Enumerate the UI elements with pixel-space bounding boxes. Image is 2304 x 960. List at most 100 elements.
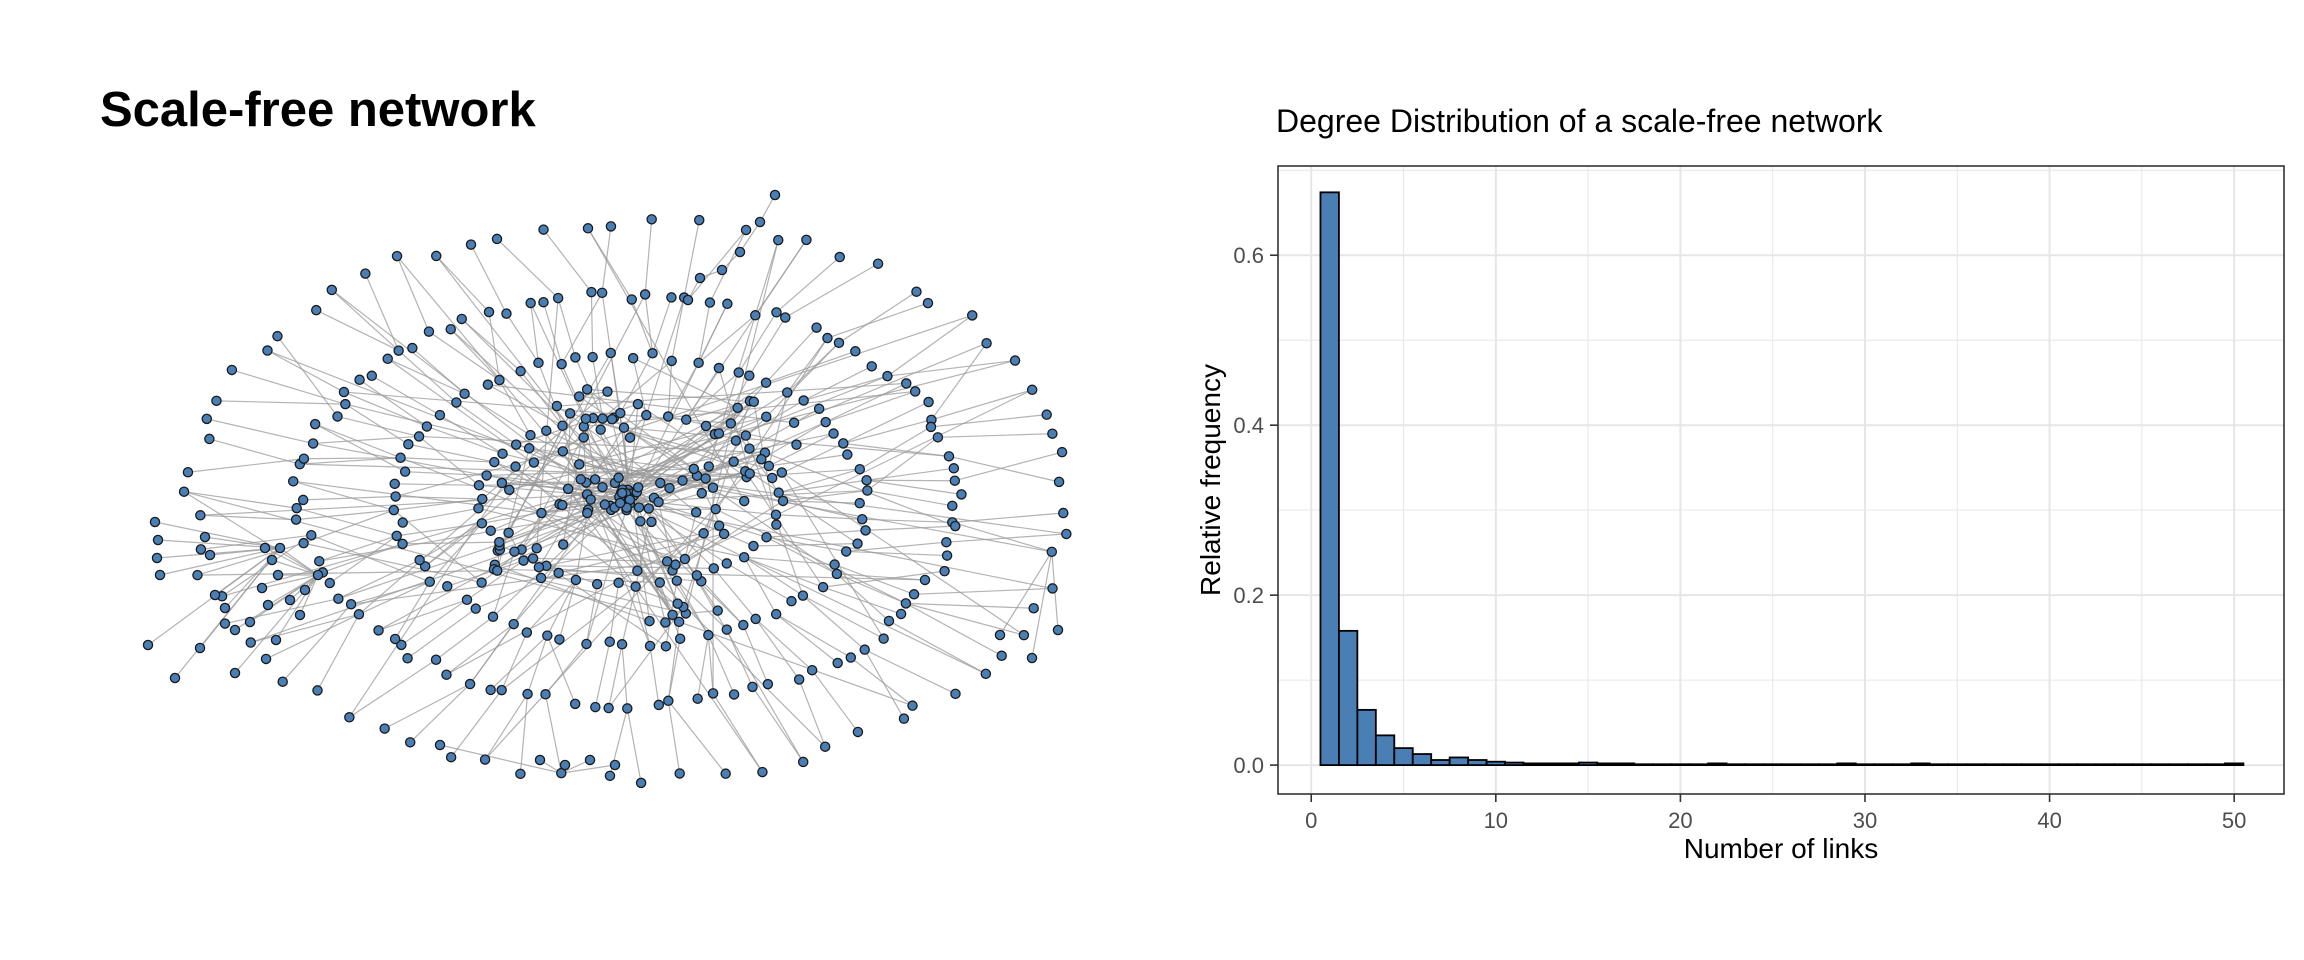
network-edge bbox=[490, 635, 548, 691]
bar bbox=[1541, 762, 1562, 767]
network-node bbox=[850, 346, 861, 357]
x-axis-label: Number of links bbox=[1684, 833, 1879, 864]
network-node bbox=[559, 759, 571, 771]
network-edge bbox=[715, 508, 907, 604]
network-edge bbox=[623, 427, 629, 490]
network-edge bbox=[499, 490, 630, 547]
network-edge bbox=[786, 337, 828, 393]
network-node bbox=[898, 713, 910, 724]
network-node bbox=[760, 377, 772, 388]
network-node bbox=[797, 590, 809, 601]
network-node bbox=[270, 634, 282, 646]
network-edge bbox=[626, 239, 807, 508]
network-edge bbox=[546, 579, 577, 636]
network-node bbox=[152, 534, 164, 546]
network-node bbox=[1041, 409, 1052, 420]
network-edge bbox=[622, 401, 755, 491]
y-axis-label: Relative frequency bbox=[1195, 364, 1226, 596]
network-node bbox=[552, 292, 564, 304]
network-node bbox=[622, 703, 633, 714]
network-edge bbox=[556, 405, 670, 489]
network-node bbox=[451, 397, 462, 408]
network-node bbox=[693, 214, 705, 226]
network-node bbox=[194, 642, 206, 654]
network-node bbox=[379, 723, 390, 734]
network-edge bbox=[765, 350, 856, 384]
network-node bbox=[603, 702, 614, 714]
network-edge bbox=[864, 649, 956, 695]
network-node bbox=[259, 542, 271, 554]
bar bbox=[2113, 763, 2134, 767]
network-node bbox=[485, 525, 496, 536]
network-node bbox=[1028, 603, 1039, 614]
network-edge bbox=[395, 495, 483, 500]
network-edge bbox=[557, 297, 576, 358]
network-node bbox=[660, 617, 671, 628]
network-edge bbox=[530, 302, 540, 363]
network-edge bbox=[319, 507, 627, 562]
network-node bbox=[211, 395, 222, 407]
network-node bbox=[479, 754, 491, 765]
network-node bbox=[943, 451, 955, 462]
network-node bbox=[431, 250, 442, 262]
network-node bbox=[674, 633, 686, 644]
network-node bbox=[761, 411, 772, 422]
network-edge bbox=[314, 423, 542, 514]
network-edge bbox=[697, 634, 709, 699]
network-node bbox=[773, 487, 784, 498]
network-node bbox=[585, 494, 596, 505]
network-node bbox=[900, 598, 912, 609]
network-edge bbox=[497, 509, 612, 552]
network-edge bbox=[594, 641, 611, 708]
network-edge bbox=[712, 693, 763, 773]
network-node bbox=[556, 358, 567, 370]
network-node bbox=[1056, 446, 1068, 458]
network-node bbox=[149, 516, 161, 528]
network-node bbox=[872, 258, 884, 269]
network-edge bbox=[592, 356, 604, 419]
network-node bbox=[797, 756, 809, 768]
network-node bbox=[615, 407, 626, 419]
network-edge bbox=[319, 535, 397, 562]
network-node bbox=[580, 413, 592, 425]
bar bbox=[1393, 747, 1414, 767]
network-node bbox=[306, 529, 317, 541]
network-edge bbox=[635, 586, 651, 647]
network-edge bbox=[267, 349, 345, 393]
network-node bbox=[470, 603, 481, 614]
network-edge bbox=[546, 635, 576, 705]
network-node bbox=[195, 544, 207, 555]
network-edge bbox=[159, 547, 281, 576]
network-node bbox=[481, 470, 492, 481]
network-node bbox=[284, 594, 296, 606]
network-node bbox=[540, 689, 551, 700]
network-node bbox=[542, 630, 553, 641]
network-node bbox=[424, 576, 436, 588]
network-edge bbox=[496, 238, 559, 299]
network-node bbox=[430, 654, 442, 665]
network-node bbox=[307, 438, 319, 449]
network-edge bbox=[676, 580, 728, 631]
network-edge bbox=[183, 491, 297, 509]
network-edge bbox=[174, 547, 281, 679]
network-node bbox=[728, 689, 740, 700]
network-edge bbox=[303, 542, 482, 584]
network-edge bbox=[726, 562, 792, 602]
network-node bbox=[324, 577, 336, 589]
network-edge bbox=[781, 472, 885, 639]
network-edge bbox=[299, 457, 401, 465]
network-node bbox=[260, 653, 272, 665]
bar bbox=[2076, 763, 2097, 767]
degree-distribution-chart: Degree Distribution of a scale-free netw… bbox=[1195, 103, 2285, 864]
network-edge bbox=[836, 573, 907, 604]
network-node bbox=[578, 432, 589, 443]
network-node bbox=[441, 669, 452, 680]
network-node bbox=[597, 413, 608, 424]
network-edge bbox=[684, 558, 804, 763]
network-node bbox=[142, 639, 154, 651]
network-node bbox=[391, 250, 403, 262]
network-node bbox=[482, 379, 494, 390]
network-edge bbox=[250, 613, 360, 644]
bar bbox=[1485, 760, 1506, 767]
network-node bbox=[388, 504, 400, 516]
